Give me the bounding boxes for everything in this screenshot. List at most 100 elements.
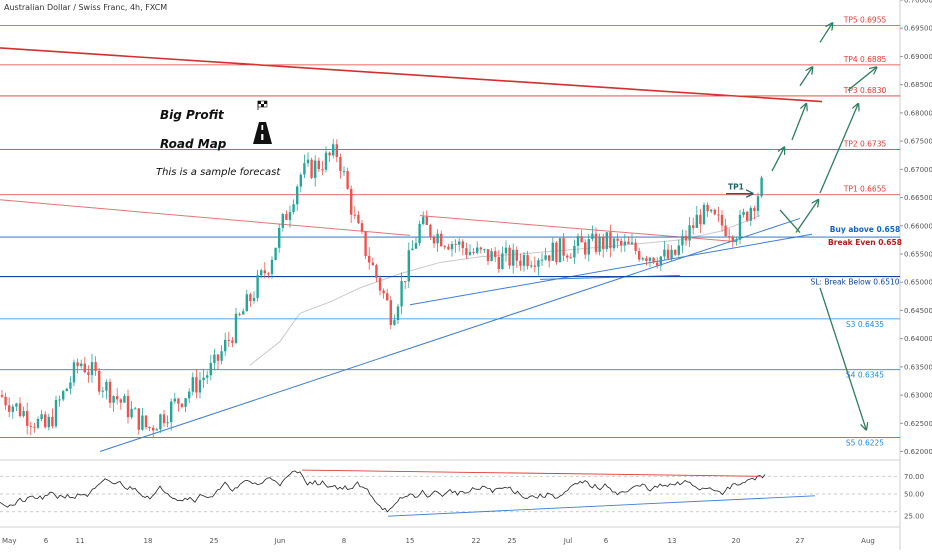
level-label-buy: Buy above 0.658 [830, 225, 900, 234]
candle-body [126, 396, 130, 418]
rsi-line [0, 470, 766, 513]
candle-body [335, 144, 338, 158]
candle-body [580, 236, 583, 243]
candle-body [458, 241, 461, 245]
candle-body [267, 273, 270, 275]
candle-body [321, 169, 324, 171]
road-shape [253, 122, 272, 144]
candle-body [270, 259, 274, 274]
candle-body [497, 257, 500, 270]
price-tick-label: 0.64500 [904, 307, 932, 315]
candle-body [555, 242, 558, 263]
candle-body [170, 401, 173, 423]
road-dash [261, 134, 264, 140]
time-tick-label: 8 [342, 537, 346, 545]
candle-body [105, 381, 108, 391]
rsi-resistance-line [301, 469, 761, 477]
candle-body [274, 247, 277, 260]
candle-body [720, 214, 724, 226]
level-label-breakeven: Break Even 0.658 [828, 238, 902, 247]
candle-body [256, 275, 259, 298]
time-tick-label: 27 [796, 537, 805, 545]
candle-body [486, 249, 490, 261]
rsi-tick-label: 25.00 [904, 513, 924, 521]
price-tick-label: 0.68000 [904, 109, 932, 117]
candle-body [216, 354, 220, 361]
candle-body [342, 171, 346, 173]
candle-body [346, 171, 349, 189]
candle-body [371, 262, 374, 266]
candle-body [558, 238, 562, 263]
forecast-arrow [847, 68, 876, 91]
candle-body [98, 370, 101, 392]
candle-body [483, 249, 486, 251]
candle-body [587, 239, 590, 255]
candle-body [591, 233, 594, 240]
candle-body [252, 297, 256, 302]
candle-body [29, 425, 32, 427]
candle-body [404, 281, 407, 283]
time-tick-label: 6 [604, 537, 609, 545]
candle-body [389, 300, 392, 325]
candle-body [746, 211, 749, 221]
candle-body [306, 159, 310, 164]
level-label-tp4: TP4 0.6885 [843, 55, 887, 64]
candle-body [530, 265, 533, 267]
candle-body [576, 236, 580, 246]
candle-body [378, 277, 382, 291]
candle-body [411, 248, 414, 251]
candle-body [461, 241, 464, 249]
annotation-sample-forecast: This is a sample forecast [156, 167, 281, 178]
candle-body [508, 247, 511, 266]
candle-body [15, 403, 18, 407]
support-line [99, 217, 801, 453]
candle-body [44, 414, 47, 428]
candle-body [116, 396, 119, 400]
candle-body [429, 224, 432, 238]
candle-body [213, 354, 216, 364]
candle-body [612, 238, 616, 249]
price-tick-label: 0.69500 [904, 25, 932, 33]
forecast-arrow [819, 24, 832, 43]
candle-body [224, 339, 227, 352]
candle-body [278, 227, 281, 248]
candle-body [123, 396, 126, 403]
candle-body [303, 163, 306, 175]
candle-body [407, 250, 410, 282]
candle-body [710, 209, 713, 212]
candle-body [198, 380, 202, 393]
candle-body [231, 340, 234, 343]
forecast-arrow [799, 68, 812, 87]
candle-body [706, 204, 709, 212]
candle-body [749, 207, 752, 221]
candle-body [332, 144, 335, 156]
annotation-road-map: Road Map [160, 137, 227, 151]
candle-body [425, 216, 428, 225]
long-resistance-line [0, 47, 823, 103]
price-tick-label: 0.68500 [904, 81, 932, 89]
candle-body [645, 258, 648, 261]
candle-body [656, 262, 659, 266]
candle-body [317, 160, 320, 170]
candle-body [285, 214, 288, 220]
candle-body [144, 415, 148, 428]
candle-body [569, 257, 572, 259]
candle-body [537, 260, 540, 267]
candle-body [422, 216, 425, 224]
rsi-tick-label: 70.00 [904, 473, 924, 481]
level-label-tp3: TP3 0.6830 [843, 86, 887, 95]
candle-body [544, 255, 547, 260]
time-tick-label: 25 [508, 537, 517, 545]
candle-body [443, 246, 446, 248]
candle-body [512, 249, 515, 266]
forecast-arrow [791, 104, 806, 141]
time-tick-label: Jun [274, 537, 286, 545]
level-label-sl: SL: Break Below 0.6510 [810, 278, 899, 287]
price-tick-label: 0.66000 [904, 222, 932, 230]
annotation-big-profit: Big Profit [160, 108, 225, 122]
candle-body [18, 403, 22, 417]
candle-body [465, 248, 468, 255]
candle-body [468, 251, 472, 255]
